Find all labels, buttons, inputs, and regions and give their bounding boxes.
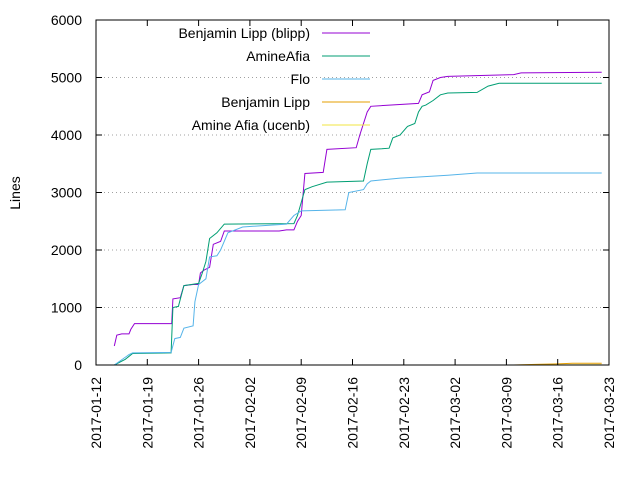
legend-label: Benjamin Lipp xyxy=(221,94,310,110)
x-tick-label: 2017-01-19 xyxy=(139,377,155,449)
series-line xyxy=(114,172,602,366)
legend-label: Flo xyxy=(291,71,311,87)
x-tick-label: 2017-03-09 xyxy=(498,377,514,449)
axis-ticks: 0 1000 2000 3000 4000 5000 6000 2017-01-12 2017-… xyxy=(51,12,617,449)
y-tick-label: 2000 xyxy=(51,242,82,258)
series-lines xyxy=(113,71,602,366)
legend: Benjamin Lipp (blipp) AmineAfia Flo Benjami… xyxy=(178,25,370,133)
x-tick-label: 2017-02-23 xyxy=(396,377,412,449)
y-tick-label: 4000 xyxy=(51,127,82,143)
x-tick-label: 2017-02-02 xyxy=(242,377,258,449)
y-axis-label: Lines xyxy=(7,176,23,209)
y-tick-label: 1000 xyxy=(51,300,82,316)
grid-lines xyxy=(96,77,609,308)
x-tick-label: 2017-03-02 xyxy=(447,377,463,449)
x-tick-label: 2017-02-16 xyxy=(345,377,361,449)
series-line xyxy=(113,71,602,347)
y-tick-label: 0 xyxy=(74,357,82,373)
y-tick-label: 5000 xyxy=(51,70,82,86)
legend-label: Amine Afia (ucenb) xyxy=(192,117,310,133)
x-tick-label: 2017-01-12 xyxy=(88,377,104,449)
legend-label: AmineAfia xyxy=(246,48,310,64)
y-tick-label: 3000 xyxy=(51,185,82,201)
x-tick-label: 2017-03-23 xyxy=(601,377,617,449)
y-tick-label: 6000 xyxy=(51,12,82,28)
x-tick-label: 2017-03-16 xyxy=(550,377,566,449)
series-line xyxy=(114,82,602,366)
legend-label: Benjamin Lipp (blipp) xyxy=(178,25,310,41)
x-tick-label: 2017-02-09 xyxy=(293,377,309,449)
x-tick-label: 2017-01-26 xyxy=(191,377,207,449)
